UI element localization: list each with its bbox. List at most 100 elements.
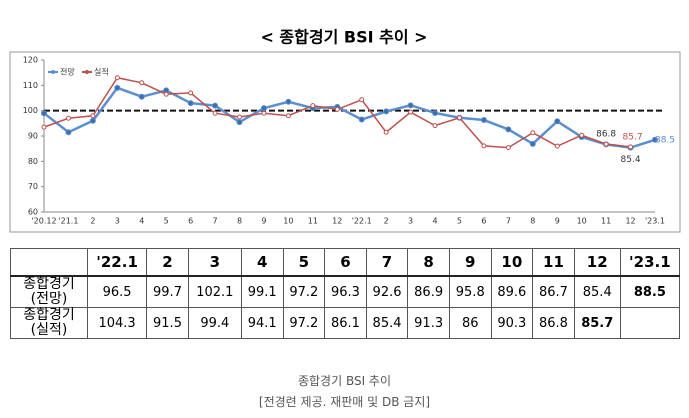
chart-title: < 종합경기 BSI 추이 > <box>260 28 427 47</box>
x-tick-label: 6 <box>188 217 193 226</box>
point <box>407 102 414 109</box>
y-tick-label: 60 <box>28 208 38 217</box>
table-cell: 91.5 <box>146 307 189 339</box>
table-cell: 95.8 <box>448 275 492 308</box>
header-cell: 7 <box>365 248 409 277</box>
table-cell: 85.4 <box>573 275 621 308</box>
header-cell: 5 <box>282 248 326 277</box>
point <box>89 117 96 124</box>
row-label-line: 종합경기 <box>23 276 75 292</box>
y-tick-label: 70 <box>28 182 38 191</box>
y-tick-label: 90 <box>28 132 38 141</box>
table-cell: 104.3 <box>86 307 148 339</box>
x-tick-label: 8 <box>237 217 242 226</box>
point <box>114 75 120 81</box>
table-cell: 97.2 <box>282 307 326 339</box>
header-cell: 6 <box>324 248 367 277</box>
x-tick-label: 11 <box>601 217 611 226</box>
x-tick-label: 11 <box>308 217 318 226</box>
point <box>603 141 609 147</box>
caption-source: [전경련 제공. 재판매 및 DB 금지] <box>258 395 431 409</box>
point <box>383 108 390 115</box>
x-tick-label: '20.12 <box>31 217 56 226</box>
y-tick-label: 100 <box>23 106 38 115</box>
header-cell: '23.1 <box>619 248 681 277</box>
table-cell: 86.1 <box>324 307 367 339</box>
table-cell <box>619 307 681 339</box>
data-label: 85.7 <box>623 132 643 142</box>
x-tick-label: '21.1 <box>58 217 78 226</box>
point <box>237 114 243 120</box>
x-tick-label: 10 <box>283 217 293 226</box>
y-tick-label: 110 <box>23 81 38 90</box>
point <box>261 110 267 116</box>
point <box>359 97 365 103</box>
point <box>65 129 72 136</box>
table-cell: 90.3 <box>490 307 534 339</box>
table-cell: 96.5 <box>86 275 148 308</box>
data-label: 88.5 <box>655 135 675 145</box>
header-cell: 11 <box>532 248 575 277</box>
point <box>529 140 536 147</box>
table-cell: 99.1 <box>240 275 284 308</box>
point <box>41 110 47 117</box>
point <box>187 100 194 107</box>
table-row: 종합경기 (실적) 104.3 91.5 99.4 94.1 97.2 86.1 85.4 91.… <box>10 307 681 339</box>
point <box>139 80 145 86</box>
x-tick-label: 3 <box>115 217 120 226</box>
header-cell: 12 <box>573 248 621 277</box>
header-cell: 3 <box>187 248 242 277</box>
table-cell: 85.7 <box>573 307 621 339</box>
table-cell: 85.4 <box>365 307 409 339</box>
point <box>408 109 414 115</box>
point <box>358 116 365 123</box>
table-cell: 97.2 <box>282 275 326 308</box>
point <box>480 117 487 124</box>
point <box>310 103 316 109</box>
point <box>41 124 47 130</box>
table-cell: 86 <box>448 307 492 339</box>
point <box>212 110 218 116</box>
table-cell: 99.4 <box>187 307 242 339</box>
point <box>530 130 536 136</box>
legend-label: 실적 <box>94 67 109 77</box>
legend-marker <box>51 70 55 74</box>
legend-label: 전망 <box>60 67 75 77</box>
x-tick-label: '22.1 <box>352 217 372 226</box>
row-label-line: 종합경기 <box>23 307 75 323</box>
row-label: 종합경기 (실적) <box>10 307 88 339</box>
point <box>652 136 658 143</box>
x-tick-label: 3 <box>408 217 413 226</box>
x-tick-label: 9 <box>261 217 266 226</box>
header-blank <box>10 248 88 277</box>
point <box>212 102 219 109</box>
table-cell: 92.6 <box>365 275 409 308</box>
row-label-line: (전망) <box>30 291 68 307</box>
point <box>114 84 121 91</box>
point <box>481 143 487 149</box>
point <box>138 93 145 100</box>
x-tick-label: 7 <box>213 217 218 226</box>
x-tick-label: 4 <box>139 217 144 226</box>
point <box>188 90 194 96</box>
data-table: '22.1 2 3 4 5 6 7 8 9 10 11 12'23.1 종합경기 (전망) 96.5 99.7… <box>10 248 681 339</box>
x-tick-label: 8 <box>530 217 535 226</box>
table-header: '22.1 2 3 4 5 6 7 8 9 10 11 12'23.1 <box>10 248 681 277</box>
chart-frame <box>9 51 681 233</box>
point <box>432 109 439 116</box>
point <box>236 119 243 126</box>
point <box>432 123 438 129</box>
header-cell: '22.1 <box>86 248 148 277</box>
legend-marker <box>85 70 89 74</box>
y-tick-label: 120 <box>23 56 38 65</box>
point <box>65 115 71 121</box>
point <box>505 145 511 151</box>
header-cell: 9 <box>448 248 492 277</box>
table-cell: 91.3 <box>407 307 450 339</box>
point <box>334 106 340 112</box>
x-tick-label: 12 <box>332 217 342 226</box>
table-cell: 99.7 <box>146 275 189 308</box>
point <box>456 115 462 121</box>
series-line <box>43 76 631 149</box>
